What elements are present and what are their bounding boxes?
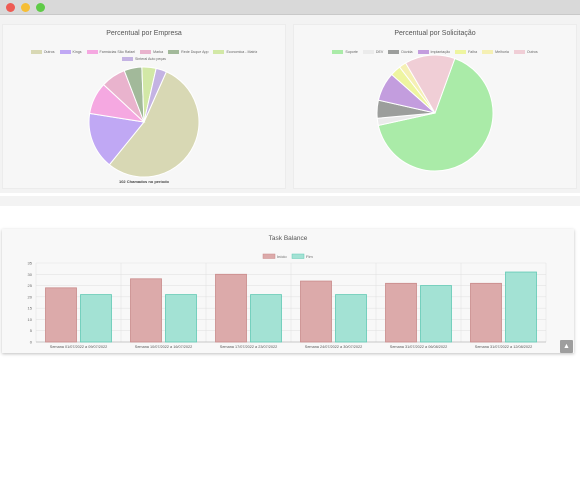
legend-item[interactable]: Marka (140, 49, 163, 55)
scroll-to-top-button[interactable]: ▲ (560, 340, 573, 353)
x-tick-label: Semana 24/07/2022 a 30/07/2022 (305, 345, 362, 349)
legend-label: Implantação (430, 50, 451, 54)
legend-label: Melhoria (495, 50, 509, 54)
empresa-chart-footnote: 102 Chamados no período (118, 179, 169, 184)
x-tick-label: Semana 31/07/2022 a 12/08/2022 (475, 345, 532, 349)
legend-item[interactable]: Fim (291, 253, 313, 259)
maximize-window-button[interactable] (36, 3, 45, 12)
legend-swatch (86, 50, 98, 54)
legend-item[interactable]: Falha (455, 49, 477, 55)
solicitacao-chart-title: Percentual por Solicitação (394, 30, 476, 37)
y-tick-label: 20 (28, 294, 33, 299)
legend-label: Kings (72, 50, 82, 54)
legend-item[interactable]: Início (262, 253, 287, 259)
y-tick-label: 10 (28, 317, 33, 322)
legend-swatch (168, 50, 180, 54)
close-window-button[interactable] (6, 3, 15, 12)
empresa-chart-title: Percentual por Empresa (106, 30, 182, 37)
legend-label: Dúvida (401, 50, 413, 54)
legend-swatch (513, 50, 525, 54)
legend-swatch (59, 50, 71, 54)
legend-item[interactable]: Dúvida (388, 49, 413, 55)
pie-slice[interactable]: Kings: 16 (88, 112, 145, 166)
solicitacao-pie-chart: Suporte: 66DEV: 2Dúvida: 5Implantação: 8… (376, 54, 494, 172)
legend-label: Falha (468, 50, 478, 54)
y-tick-label: 0 (30, 340, 33, 345)
x-tick-label: Semana 17/07/2022 a 23/07/2022 (220, 345, 277, 349)
y-tick-label: 5 (30, 328, 33, 333)
legend-item[interactable]: Suporte (332, 49, 358, 55)
legend-label: Marka (153, 50, 164, 54)
legend-label: Economica - Matriz (226, 50, 258, 54)
legend-item[interactable]: Farmácias São Rafael (86, 49, 136, 55)
legend-label: Farmácias São Rafael (99, 50, 136, 54)
bar-fim[interactable] (420, 285, 452, 343)
legend-item[interactable]: Outros (30, 49, 55, 55)
window-titlebar (0, 0, 580, 15)
solicitacao-chart-legend: Suporte DEV Dúvida Implantação Falha Melhoria… (304, 49, 566, 55)
pie-slice[interactable]: Sinteral Auto peças: 3 (143, 67, 168, 123)
legend-swatch (388, 50, 400, 54)
legend-label: Início (277, 254, 287, 259)
legend-swatch (291, 253, 305, 259)
minimize-window-button[interactable] (21, 3, 30, 12)
legend-label: Fim (306, 254, 313, 259)
legend-swatch (482, 50, 494, 54)
x-tick-label: Semana 10/07/2022 a 16/07/2022 (135, 345, 192, 349)
y-tick-label: 30 (28, 272, 33, 277)
legend-label: Sinteral Auto peças (135, 57, 166, 61)
legend-swatch (262, 253, 276, 259)
legend-swatch (417, 50, 429, 54)
legend-label: Outros (43, 50, 55, 54)
legend-item[interactable]: DEV (362, 49, 384, 55)
solicitacao-chart-panel: Percentual por Solicitação Suporte DEV Dúv… (293, 24, 577, 189)
y-tick-label: 15 (28, 306, 33, 311)
legend-swatch (122, 57, 134, 61)
x-tick-label: Semana 31/07/2022 a 06/08/2022 (390, 345, 447, 349)
task-balance-bar-chart: Task Balance Início Fim 0 5 10 15 20 25 30 35 Seman… (28, 235, 547, 349)
y-tick-label: 35 (28, 261, 33, 266)
bar-fim[interactable] (80, 294, 112, 343)
legend-item[interactable]: Outros (513, 49, 538, 55)
bar-fim[interactable] (250, 294, 282, 343)
task-balance-panel: Task Balance Início Fim 0 5 10 15 20 25 30 35 Seman… (2, 229, 574, 353)
legend-swatch (362, 50, 374, 54)
legend-item[interactable]: Economica - Matriz (213, 49, 257, 55)
x-tick-label: Semana 01/07/2022 a 09/07/2022 (50, 345, 107, 349)
legend-swatch (140, 50, 152, 54)
bar-inicio[interactable] (300, 280, 332, 343)
empresa-chart-panel: Percentual por Empresa Outros Kings Farmác… (2, 24, 286, 189)
bar-inicio[interactable] (470, 282, 502, 343)
pie-slice[interactable]: Outros: 14 (404, 54, 456, 115)
bar-fim[interactable] (505, 271, 537, 343)
legend-item[interactable]: Rede Duque App (168, 49, 208, 55)
legend-label: Suporte (345, 50, 358, 54)
bar-fim[interactable] (335, 294, 367, 343)
bar-inicio[interactable] (130, 278, 162, 343)
bar-inicio[interactable] (215, 273, 247, 343)
bar-fim[interactable] (165, 294, 197, 343)
legend-swatch (213, 50, 225, 54)
bar-inicio[interactable] (385, 282, 417, 343)
legend-item[interactable]: Sinteral Auto peças (122, 56, 166, 62)
legend-swatch (332, 50, 344, 54)
legend-item[interactable]: Kings (59, 49, 82, 55)
legend-swatch (455, 50, 467, 54)
empresa-chart-legend: Outros Kings Farmácias São Rafael Marka Rede… (13, 49, 275, 62)
pie-slice[interactable]: Outros: 52 (108, 71, 200, 178)
y-tick-label: 25 (28, 283, 33, 288)
legend-swatch (30, 50, 42, 54)
empresa-pie-chart: Outros: 52Kings: 16Farmácias São Rafael:… (88, 66, 200, 178)
legend-item[interactable]: Implantação (417, 49, 451, 55)
legend-label: Outros (526, 50, 538, 54)
legend-label: DEV (375, 50, 384, 54)
task-balance-title: Task Balance (269, 235, 308, 242)
legend-item[interactable]: Melhoria (482, 49, 509, 55)
legend-label: Rede Duque App (181, 50, 209, 54)
pie-slice[interactable]: Suporte: 66 (377, 57, 494, 172)
section-divider-band (0, 196, 580, 206)
bar-inicio[interactable] (45, 287, 77, 343)
